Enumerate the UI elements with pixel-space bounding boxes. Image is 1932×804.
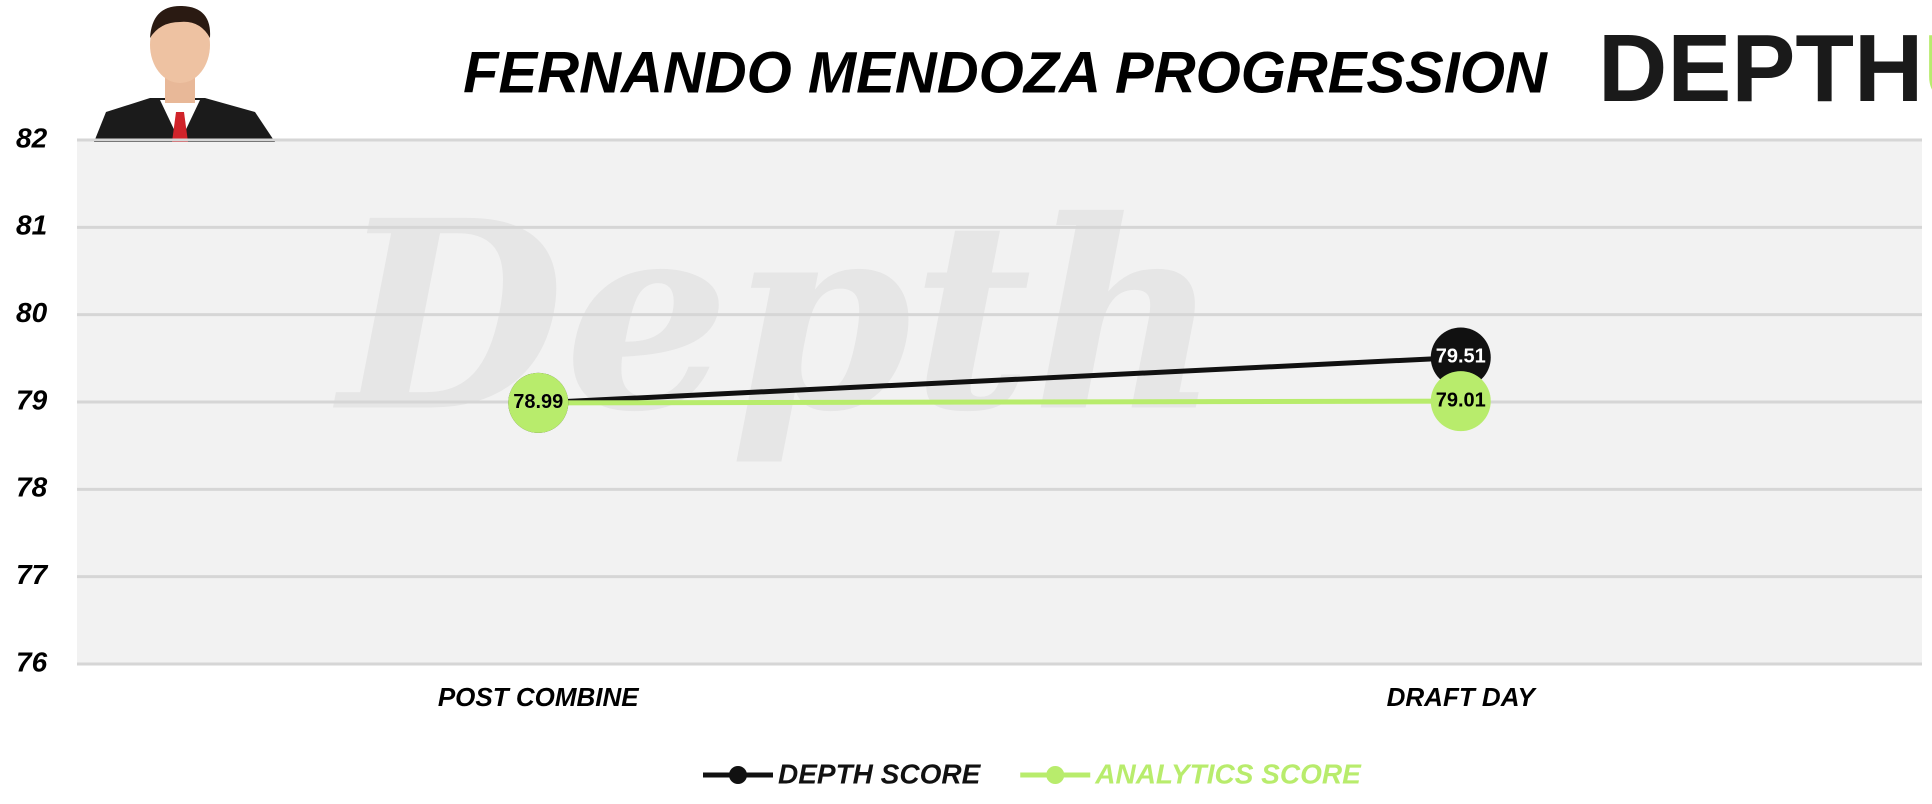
series-line (538, 354, 1461, 406)
logo: DEPTHU (1598, 15, 1932, 122)
data-label: 78.99 (513, 391, 563, 413)
y-tick-label: 78 (16, 472, 48, 503)
y-tick-label: 76 (16, 646, 48, 677)
legend-label: ANALYTICS SCORE (1094, 758, 1362, 789)
legend-marker (1046, 766, 1065, 784)
y-tick-label: 79 (16, 384, 48, 415)
data-point (1430, 371, 1491, 432)
data-label: 78.99 (513, 391, 563, 413)
watermark: Depth (331, 164, 1221, 469)
legend-label: DEPTH SCORE (778, 758, 982, 789)
data-label: 79.01 (1436, 389, 1486, 411)
logo-text: U (1923, 15, 1932, 122)
x-tick-label: POST COMBINE (438, 682, 639, 712)
y-tick-label: 77 (16, 559, 49, 590)
chart-title: FERNANDO MENDOZA PROGRESSION (463, 40, 1548, 105)
data-label: 79.51 (1436, 346, 1486, 368)
series-line (538, 398, 1461, 406)
x-tick-label: DRAFT DAY (1387, 682, 1538, 712)
data-point (1430, 327, 1491, 388)
legend-marker (729, 766, 747, 784)
data-point (508, 372, 569, 433)
player-photo (94, 5, 275, 142)
y-tick-label: 81 (16, 210, 47, 241)
logo-text: DEPTH (1598, 15, 1923, 122)
y-tick-label: 80 (16, 297, 48, 328)
y-tick-label: 82 (16, 122, 48, 153)
